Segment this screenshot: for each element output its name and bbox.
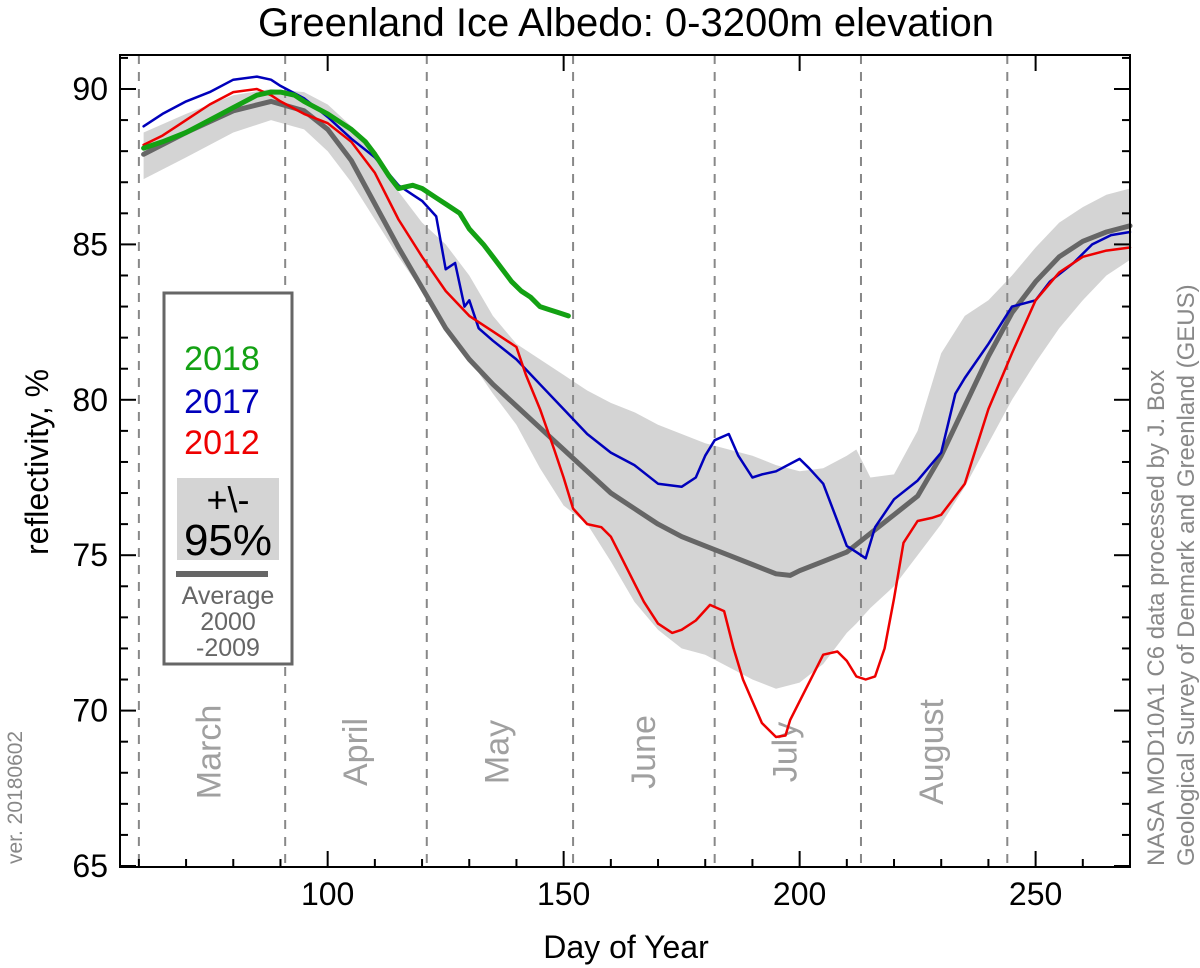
x-axis-label: Day of Year	[543, 929, 709, 965]
legend-average-line-2: 2000	[200, 608, 256, 636]
month-labels: March April May June July August	[191, 699, 951, 805]
plot-frame	[119, 54, 1131, 868]
y-tick-label: 70	[72, 693, 108, 729]
month-label: March	[191, 705, 229, 799]
band-area	[143, 89, 1131, 689]
series-lines	[141, 75, 1133, 739]
y-tick-label: 80	[72, 382, 108, 418]
chart-title: Greenland Ice Albedo: 0-3200m elevation	[258, 1, 994, 45]
y-tick-label: 75	[72, 537, 108, 573]
legend-2012: 2012	[184, 424, 260, 462]
version-label: ver. 20180602	[4, 731, 27, 864]
month-label: July	[767, 722, 805, 782]
legend: 2018 2017 2012 +\- 95% Average 2000 -200…	[162, 291, 294, 666]
month-label: May	[479, 720, 517, 784]
series-line-2018	[141, 89, 571, 319]
series-line-2017	[142, 75, 1132, 560]
y-axis-label: reflectivity, %	[19, 369, 55, 555]
legend-average-line-1: Average	[182, 582, 275, 610]
month-label: April	[337, 718, 375, 786]
legend-average-line-3: -2009	[196, 634, 260, 662]
series-line-2012	[142, 87, 1132, 739]
confidence-band	[143, 89, 1131, 689]
x-tick-label: 150	[537, 876, 590, 912]
x-tick-label: 250	[1009, 876, 1062, 912]
axes: 100 150 200 250 65 70 75 80 85 90	[72, 55, 1131, 912]
credit-line-1: NASA MOD10A1 C6 data processed by J. Box	[1143, 370, 1170, 866]
legend-band-label-bottom: 95%	[184, 516, 272, 565]
legend-2018: 2018	[184, 340, 260, 378]
y-tick-label: 85	[72, 226, 108, 262]
y-tick-label: 90	[72, 71, 108, 107]
series-line-average-2000-2009	[141, 98, 1133, 578]
legend-band-swatch	[177, 478, 279, 560]
x-tick-label: 200	[773, 876, 826, 912]
y-tick-label: 65	[72, 848, 108, 884]
month-label: August	[913, 699, 951, 805]
legend-band-label-top: +\-	[206, 479, 249, 520]
legend-2017: 2017	[184, 383, 260, 421]
credit-line-2: Geological Survey of Denmark and Greenla…	[1173, 284, 1200, 866]
x-tick-label: 100	[301, 876, 354, 912]
month-label: June	[625, 715, 663, 789]
